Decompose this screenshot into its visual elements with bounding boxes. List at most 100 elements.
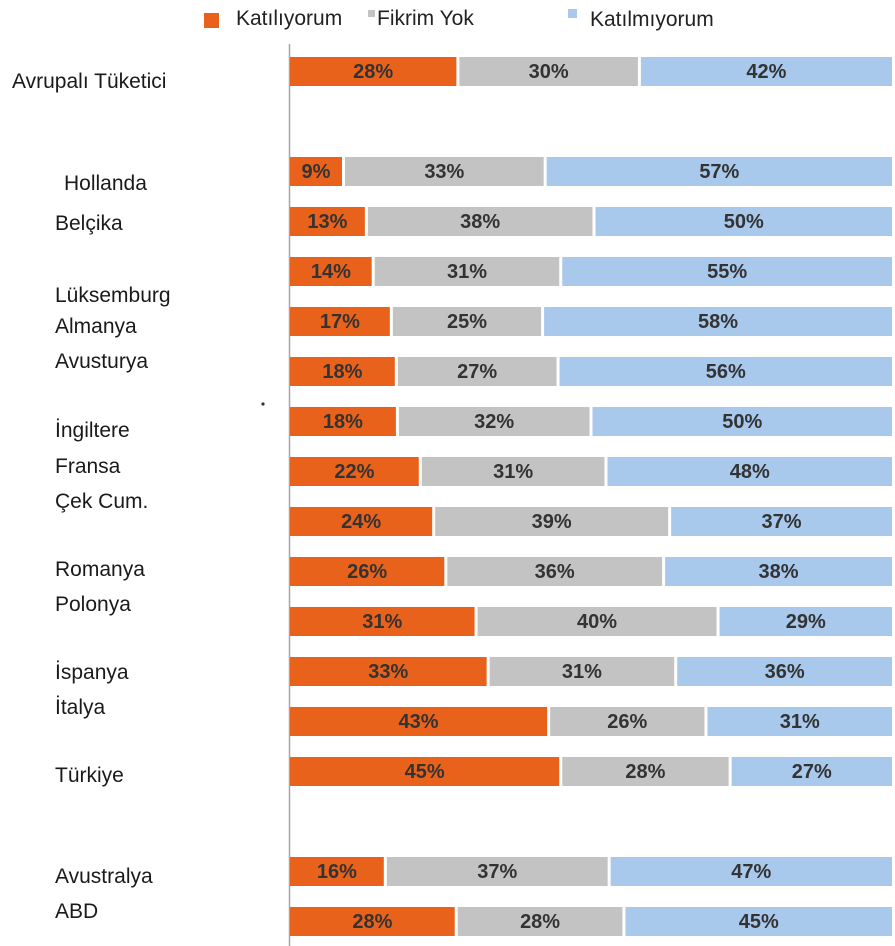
axis xyxy=(261,44,291,946)
data-label-katilmiyorum-5: 56% xyxy=(706,361,746,383)
data-label-katiliyorum-12: 43% xyxy=(399,711,439,733)
data-label-katilmiyorum-13: 27% xyxy=(792,761,832,783)
bar-segment-katiliyorum-9 xyxy=(290,557,445,586)
bar-segment-fikrim-yok-4 xyxy=(392,307,542,336)
stray-dot xyxy=(261,402,265,406)
bar-segment-fikrim-yok-14 xyxy=(386,857,608,886)
bar-segment-fikrim-yok-13 xyxy=(562,757,729,786)
category-label-avustralya: Avustralya xyxy=(55,865,153,888)
bar-segment-fikrim-yok-1 xyxy=(345,157,544,186)
data-label-katiliyorum-15: 28% xyxy=(352,911,392,933)
data-label-fikrim-yok-10: 40% xyxy=(577,611,617,633)
bar-segment-fikrim-yok-12 xyxy=(550,707,705,736)
legend-swatch-katiliyorum xyxy=(204,13,219,28)
data-label-katiliyorum-8: 24% xyxy=(341,511,381,533)
category-label-i-ngiltere: İngiltere xyxy=(55,419,130,442)
data-label-fikrim-yok-6: 32% xyxy=(474,411,514,433)
data-label-katilmiyorum-10: 29% xyxy=(786,611,826,633)
bar-segment-fikrim-yok-10 xyxy=(477,607,717,636)
legend-swatch-fikrim-yok xyxy=(368,10,375,17)
bar-segment-katilmiyorum-12 xyxy=(707,707,892,736)
data-label-fikrim-yok-13: 28% xyxy=(625,761,665,783)
bar-segment-katiliyorum-14 xyxy=(290,857,384,886)
bar-segment-katiliyorum-15 xyxy=(290,907,455,936)
data-label-katilmiyorum-15: 45% xyxy=(739,911,779,933)
data-label-katiliyorum-13: 45% xyxy=(405,761,445,783)
data-label-katiliyorum-1: 9% xyxy=(302,161,331,183)
data-label-fikrim-yok-7: 31% xyxy=(493,461,533,483)
data-label-fikrim-yok-15: 28% xyxy=(520,911,560,933)
data-label-fikrim-yok-11: 31% xyxy=(562,661,602,683)
data-label-katilmiyorum-2: 50% xyxy=(724,211,764,233)
bar-segment-fikrim-yok-0 xyxy=(459,57,638,86)
bar-segment-fikrim-yok-6 xyxy=(398,407,590,436)
bar-segment-katilmiyorum-11 xyxy=(677,657,892,686)
data-label-katiliyorum-10: 31% xyxy=(362,611,402,633)
bar-segment-katiliyorum-2 xyxy=(290,207,365,236)
category-label-romanya: Romanya xyxy=(55,558,145,581)
legend: Katılıyorum Fikrim Yok Katılmıyorum xyxy=(204,7,714,31)
data-label-katilmiyorum-7: 48% xyxy=(730,461,770,483)
bar-segment-fikrim-yok-8 xyxy=(435,507,669,536)
data-label-katilmiyorum-0: 42% xyxy=(746,61,786,83)
bar-segment-katiliyorum-6 xyxy=(290,407,396,436)
bar-segment-katiliyorum-1 xyxy=(290,157,342,186)
category-label-hollanda: Hollanda xyxy=(64,172,147,195)
bar-segment-katiliyorum-5 xyxy=(290,357,395,386)
category-label-avrupali-tuketici: Avrupalı Tüketici xyxy=(12,70,166,93)
data-label-fikrim-yok-1: 33% xyxy=(424,161,464,183)
legend-swatch-katilmiyorum xyxy=(568,9,577,18)
bar-segment-fikrim-yok-11 xyxy=(489,657,675,686)
bar-segment-katilmiyorum-14 xyxy=(610,857,892,886)
data-label-fikrim-yok-0: 30% xyxy=(529,61,569,83)
data-label-fikrim-yok-2: 38% xyxy=(460,211,500,233)
bar-segment-katilmiyorum-6 xyxy=(592,407,892,436)
data-label-katilmiyorum-3: 55% xyxy=(707,261,747,283)
bar-segment-katiliyorum-7 xyxy=(290,457,419,486)
bar-segment-katiliyorum-0 xyxy=(290,57,457,86)
bar-segment-fikrim-yok-9 xyxy=(447,557,663,586)
data-label-katilmiyorum-11: 36% xyxy=(765,661,805,683)
data-label-katiliyorum-0: 28% xyxy=(353,61,393,83)
data-label-katilmiyorum-9: 38% xyxy=(759,561,799,583)
bar-segment-katiliyorum-12 xyxy=(290,707,548,736)
bar-segment-katilmiyorum-9 xyxy=(665,557,892,586)
data-label-fikrim-yok-5: 27% xyxy=(457,361,497,383)
bar-segment-fikrim-yok-7 xyxy=(421,457,605,486)
bar-segment-katilmiyorum-4 xyxy=(544,307,892,336)
data-label-katiliyorum-9: 26% xyxy=(347,561,387,583)
data-label-fikrim-yok-14: 37% xyxy=(477,861,517,883)
data-label-katiliyorum-2: 13% xyxy=(307,211,347,233)
bar-segment-katiliyorum-10 xyxy=(290,607,475,636)
category-label-i-spanya: İspanya xyxy=(55,661,129,684)
category-label-luksemburg: Lüksemburg xyxy=(55,284,171,307)
data-label-fikrim-yok-9: 36% xyxy=(535,561,575,583)
data-label-katilmiyorum-12: 31% xyxy=(780,711,820,733)
category-label-avusturya: Avusturya xyxy=(55,350,148,373)
data-label-fikrim-yok-4: 25% xyxy=(447,311,487,333)
bar-segment-katilmiyorum-15 xyxy=(625,907,892,936)
legend-label-katiliyorum: Katılıyorum xyxy=(236,7,342,30)
data-label-fikrim-yok-8: 39% xyxy=(532,511,572,533)
bar-segment-fikrim-yok-15 xyxy=(457,907,623,936)
bars xyxy=(290,57,892,936)
bar-segment-katilmiyorum-8 xyxy=(671,507,892,536)
data-label-katilmiyorum-8: 37% xyxy=(762,511,802,533)
data-label-fikrim-yok-3: 31% xyxy=(447,261,487,283)
data-label-katiliyorum-4: 17% xyxy=(320,311,360,333)
data-label-katilmiyorum-1: 57% xyxy=(699,161,739,183)
bar-segment-fikrim-yok-2 xyxy=(367,207,593,236)
data-label-katiliyorum-7: 22% xyxy=(334,461,374,483)
bar-segment-katilmiyorum-0 xyxy=(640,57,892,86)
bar-segment-katilmiyorum-1 xyxy=(546,157,892,186)
data-label-fikrim-yok-12: 26% xyxy=(607,711,647,733)
bar-segment-katilmiyorum-7 xyxy=(607,457,892,486)
category-label-polonya: Polonya xyxy=(55,593,131,616)
bar-segment-fikrim-yok-5 xyxy=(397,357,557,386)
category-label-fransa: Fransa xyxy=(55,455,121,478)
category-label-belcika: Belçika xyxy=(55,212,123,235)
bar-segment-katilmiyorum-13 xyxy=(731,757,892,786)
bar-segment-katiliyorum-13 xyxy=(290,757,560,786)
data-label-katilmiyorum-4: 58% xyxy=(698,311,738,333)
